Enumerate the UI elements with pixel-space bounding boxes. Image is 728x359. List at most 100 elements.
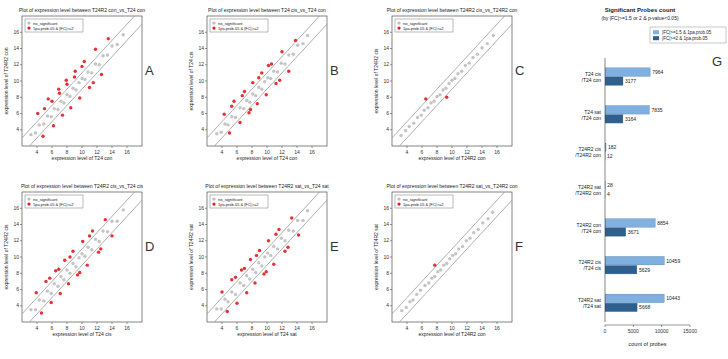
point [90, 248, 93, 251]
tick [390, 97, 392, 98]
point [438, 93, 441, 96]
point [468, 61, 471, 64]
point [29, 308, 32, 311]
legend: no_significant1pa.prob.05 & |FC|>=2 [395, 195, 453, 208]
tick-label: 10 [264, 149, 270, 155]
point [269, 77, 272, 80]
data-label: 3164 [625, 116, 636, 122]
tick-label: 6 [421, 325, 424, 331]
point [445, 262, 448, 265]
plot-frame [392, 16, 512, 146]
point [226, 310, 229, 313]
category-line: /T24 con [582, 77, 602, 83]
point [247, 111, 250, 114]
point [243, 267, 246, 270]
point [429, 101, 432, 104]
point [411, 298, 414, 301]
point [53, 107, 56, 110]
point [416, 116, 419, 119]
point [477, 228, 480, 231]
legend: |FC|>=1.5 & 1pa.prob.05|FC|>=2 & 1pa.pro… [650, 27, 726, 43]
point [491, 211, 494, 214]
tick [390, 257, 392, 258]
point [292, 229, 295, 232]
point [251, 92, 254, 95]
point [287, 228, 290, 231]
point [86, 246, 89, 249]
legend-label: 1pa.prob.05 & |FC|>=2 [33, 202, 74, 207]
tick [605, 325, 606, 327]
tick-label: 8 [66, 325, 69, 331]
point [276, 247, 279, 250]
point [220, 130, 223, 133]
tick [390, 273, 392, 274]
point [453, 77, 456, 80]
point [65, 83, 68, 86]
point [56, 108, 59, 111]
point [74, 265, 77, 268]
plot-frame [22, 16, 142, 146]
bar [605, 106, 649, 115]
tick-label: 10000 [655, 328, 669, 334]
fold-change-line [392, 24, 512, 146]
point [471, 56, 474, 59]
data-label: 5668 [639, 304, 650, 310]
category-label: T24R2 sat/T24R2 con [575, 184, 601, 196]
data-label: 28 [607, 182, 613, 188]
tick [20, 257, 22, 258]
title: Plot of expression level between T24R2 c… [19, 7, 145, 13]
point [272, 263, 275, 266]
point [415, 293, 418, 296]
tick [390, 240, 392, 241]
tick-label: 16 [198, 205, 204, 211]
data-label: 7835 [651, 107, 662, 113]
point [73, 75, 76, 78]
subtitle: (by |FC|>=1.5 or 2 & p-value<0.05) [601, 15, 679, 21]
tick [205, 113, 207, 114]
point [445, 96, 448, 99]
plot-area [392, 192, 512, 322]
category-line: /T24 sat [583, 303, 602, 309]
point [242, 284, 245, 287]
fold-change-line [207, 200, 327, 322]
category-line: /T24R2 con [575, 190, 601, 196]
tick [390, 32, 392, 33]
tick-label: 10 [13, 254, 19, 260]
point [254, 94, 257, 97]
point [80, 77, 83, 80]
point [260, 87, 263, 90]
tick-label: 8 [201, 270, 204, 276]
point [44, 280, 47, 283]
point [74, 88, 77, 91]
tick-label: 10 [449, 149, 455, 155]
panel-label: A [145, 63, 154, 78]
legend-marker [212, 22, 215, 25]
point [100, 73, 103, 76]
point [460, 70, 463, 73]
point [461, 245, 464, 248]
tick-label: 4 [201, 126, 204, 132]
point [69, 106, 72, 109]
title: Plot of expression level between T24 cis… [208, 7, 326, 13]
tick-label: 16 [13, 29, 19, 35]
point [46, 114, 49, 117]
point [101, 54, 104, 57]
legend-box [25, 19, 83, 32]
tick-label: 6 [16, 110, 19, 116]
point [91, 229, 94, 232]
tick-label: 15000 [683, 328, 697, 334]
tick-label: 14 [198, 221, 204, 227]
tick-label: 16 [383, 205, 389, 211]
point [248, 100, 251, 103]
point [94, 237, 97, 240]
plot-area [605, 68, 664, 312]
point [296, 44, 299, 47]
tick [205, 224, 207, 225]
tick-label: 4 [221, 325, 224, 331]
category-label: T24R2 con/T24 con [577, 222, 602, 234]
x-label: count of probes [629, 341, 667, 347]
tick-label: 16 [124, 149, 130, 155]
point [427, 281, 430, 284]
tick-label: 8 [201, 94, 204, 100]
point [88, 86, 91, 89]
